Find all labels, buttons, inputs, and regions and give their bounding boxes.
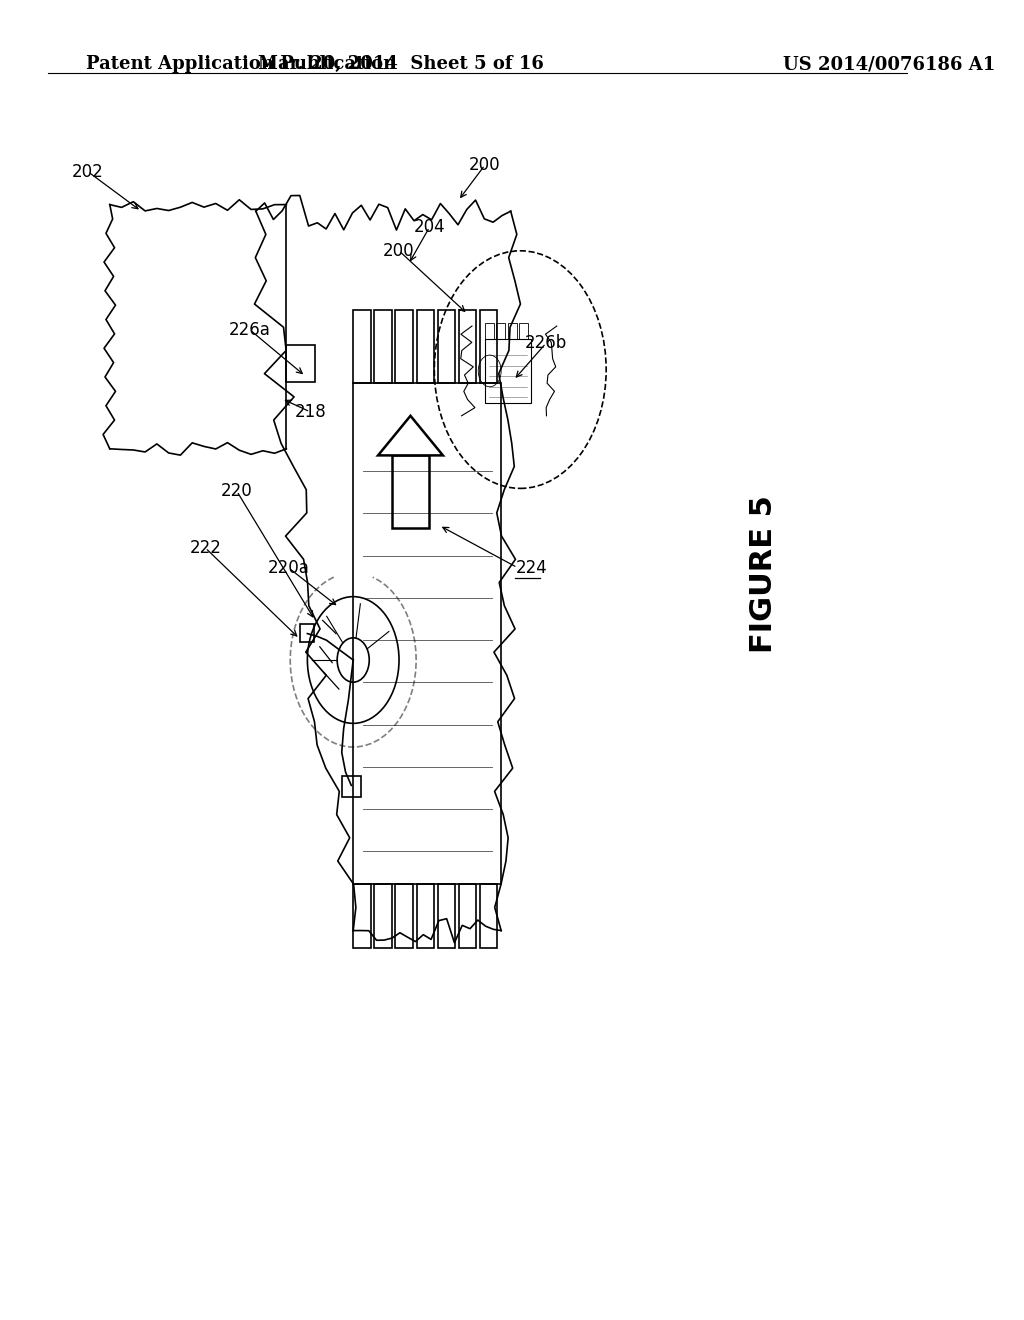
Bar: [395, 310, 413, 383]
Bar: [353, 383, 501, 884]
Bar: [485, 323, 494, 339]
Text: 226b: 226b: [525, 334, 567, 352]
Bar: [417, 310, 434, 383]
Bar: [480, 310, 498, 383]
Bar: [375, 884, 391, 948]
Bar: [342, 776, 360, 797]
Bar: [417, 884, 434, 948]
Bar: [437, 310, 455, 383]
Bar: [392, 455, 429, 528]
Bar: [485, 339, 530, 403]
Text: 202: 202: [72, 162, 103, 181]
Text: 200: 200: [469, 156, 501, 174]
Bar: [508, 323, 517, 339]
Bar: [519, 323, 528, 339]
Text: 220: 220: [221, 482, 253, 500]
Text: Patent Application Publication: Patent Application Publication: [86, 55, 396, 74]
Bar: [497, 323, 505, 339]
Polygon shape: [378, 416, 443, 455]
Bar: [480, 884, 498, 948]
Text: 224: 224: [515, 558, 547, 577]
Text: 226a: 226a: [229, 321, 271, 339]
Text: FIGURE 5: FIGURE 5: [750, 495, 778, 653]
Text: 222: 222: [189, 539, 221, 557]
Text: 204: 204: [414, 218, 445, 236]
Bar: [300, 624, 314, 642]
Bar: [287, 345, 315, 381]
Bar: [437, 884, 455, 948]
Bar: [459, 884, 476, 948]
Bar: [353, 310, 371, 383]
Text: 220a: 220a: [267, 558, 309, 577]
Bar: [353, 884, 371, 948]
Text: Mar. 20, 2014  Sheet 5 of 16: Mar. 20, 2014 Sheet 5 of 16: [258, 55, 544, 74]
Bar: [459, 310, 476, 383]
Text: 218: 218: [294, 403, 326, 421]
Bar: [395, 884, 413, 948]
Bar: [375, 310, 391, 383]
Text: 200: 200: [383, 242, 415, 260]
Text: US 2014/0076186 A1: US 2014/0076186 A1: [782, 55, 995, 74]
